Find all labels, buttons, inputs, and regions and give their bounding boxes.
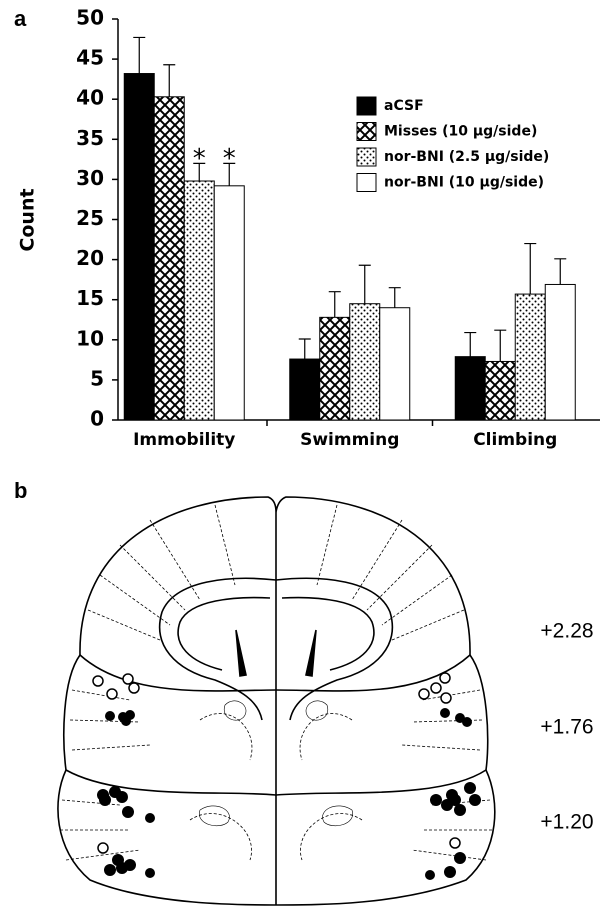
y-tick-label: 30 [76,166,104,190]
bar [515,294,545,420]
legend-label: Misses (10 µg/side) [384,124,537,140]
panel-label: a [14,6,27,31]
bar [485,361,515,420]
brain-sections [58,497,495,905]
section-level: +2.28 [540,620,593,643]
section-level: +1.76 [540,716,593,739]
bar [290,359,320,420]
panel-label: b [14,478,27,503]
legend-label: aCSF [384,98,424,114]
y-tick-label: 25 [76,206,104,230]
y-tick-label: 20 [76,246,104,270]
y-axis-label: Count [17,188,39,251]
bar [124,74,154,420]
error-bar [554,259,566,285]
legend-swatch [357,148,376,166]
error-bar [133,37,145,73]
error-bar [494,330,506,361]
significance-marker: * [193,144,206,174]
y-tick-label: 15 [76,286,104,310]
legend-label: nor-BNI (2.5 µg/side) [384,149,549,165]
y-tick-label: 10 [76,326,104,350]
bar [350,304,380,420]
x-tick-label: Immobility [133,430,235,450]
x-tick-label: Swimming [300,430,399,450]
figure: a b Count +2.2 [0,0,612,912]
legend-swatch [357,123,376,141]
y-tick-label: 40 [76,86,104,110]
y-tick-label: 0 [90,407,104,431]
error-bar [389,288,401,308]
legend-swatch [357,174,376,192]
y-tick-label: 5 [90,366,104,390]
legend-label: nor-BNI (10 µg/side) [384,175,544,191]
x-tick-label: Climbing [473,430,557,450]
error-bar [359,265,371,303]
error-bar [163,65,175,97]
bar [214,186,244,420]
y-tick-label: 45 [76,46,104,70]
error-bar [299,339,311,359]
error-bar [464,333,476,357]
legend-swatch [357,97,376,115]
bar [184,181,214,420]
bar [455,357,485,420]
bar [380,308,410,420]
bar [320,317,350,420]
error-bar [329,292,341,318]
y-tick-label: 35 [76,126,104,150]
y-tick-label: 50 [76,6,104,30]
bar [545,284,575,420]
section-level: +1.20 [540,811,593,834]
error-bar [524,244,536,295]
bar [154,97,184,420]
significance-marker: * [223,144,236,174]
